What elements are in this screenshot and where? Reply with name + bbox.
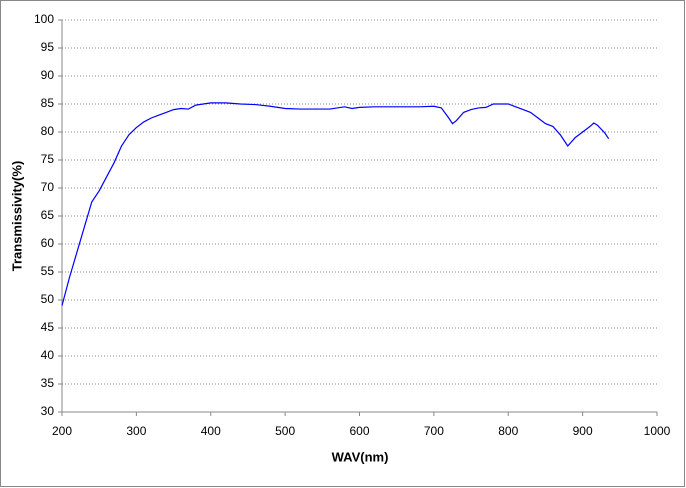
- data-line: [61, 102, 610, 306]
- y-tick-label: 45: [41, 320, 55, 334]
- x-tick-label: 400: [201, 424, 221, 438]
- y-axis-label: Transmissivity(%): [9, 161, 24, 272]
- x-tick-label: 1000: [644, 424, 671, 438]
- y-tick-label: 70: [41, 180, 55, 194]
- x-tick-label: 800: [498, 424, 518, 438]
- y-tick-label: 60: [41, 236, 55, 250]
- x-tick-label: 900: [573, 424, 593, 438]
- x-tick-label: 600: [349, 424, 369, 438]
- y-tick-label: 75: [41, 152, 55, 166]
- y-tick-label: 55: [41, 264, 55, 278]
- y-tick-label: 35: [41, 376, 55, 390]
- y-tick-label: 65: [41, 208, 55, 222]
- y-tick-label: 30: [41, 404, 55, 418]
- y-tick-label: 50: [41, 292, 55, 306]
- y-tick-label: 95: [41, 40, 55, 54]
- x-tick-label: 200: [52, 424, 72, 438]
- y-tick-label: 90: [41, 68, 55, 82]
- x-tick-label: 500: [275, 424, 295, 438]
- x-tick-label: 700: [424, 424, 444, 438]
- y-tick-label: 40: [41, 348, 55, 362]
- y-tick-label: 80: [41, 124, 55, 138]
- y-tick-label: 85: [41, 96, 55, 110]
- x-tick-label: 300: [126, 424, 146, 438]
- y-tick-label: 100: [34, 12, 54, 26]
- x-axis-label: WAV(nm): [332, 449, 389, 464]
